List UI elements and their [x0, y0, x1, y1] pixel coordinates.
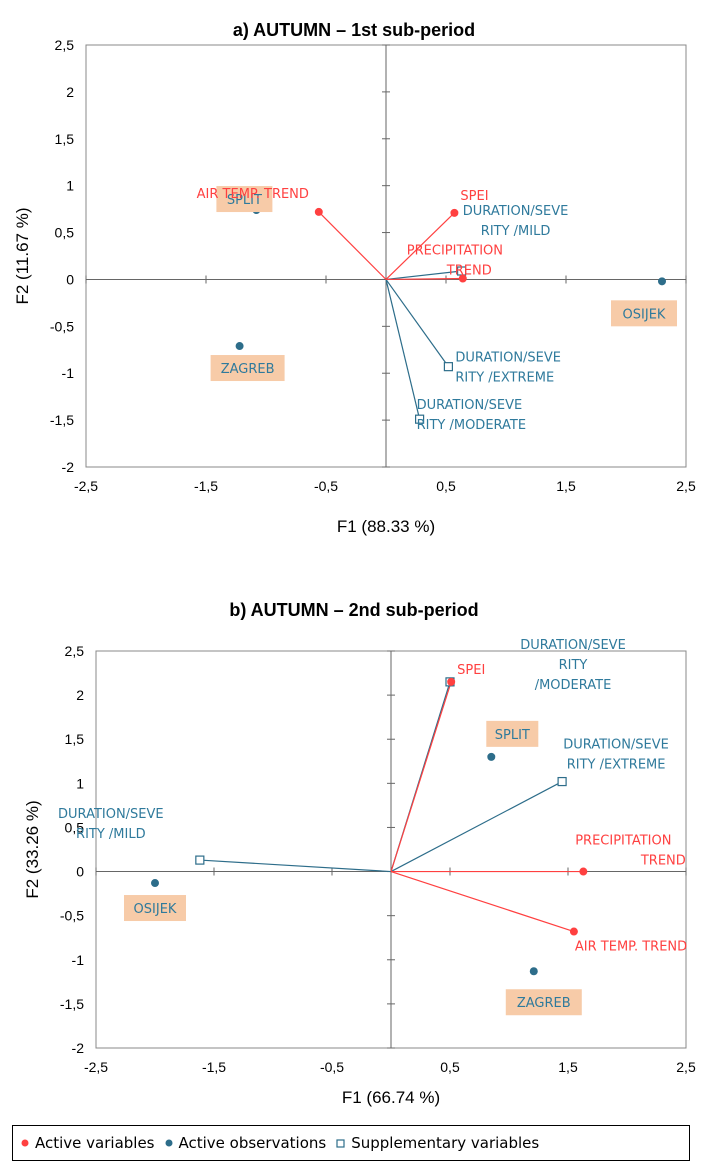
chart-a-observation-point	[235, 342, 244, 351]
chart-b-x-tick-label: 0,5	[440, 1059, 460, 1075]
chart-b-x-axis-title: F1 (66.74 %)	[342, 1088, 440, 1107]
chart-a-active-variable-vector	[318, 211, 387, 280]
chart-b-x-tick-label: 1,5	[558, 1059, 578, 1075]
chart-a-x-tick-label: 1,5	[556, 478, 576, 494]
chart-a-y-tick-label: 2	[66, 84, 74, 100]
chart-b-y-tick-label: -0,5	[60, 908, 84, 924]
hollow-square-icon	[336, 1138, 345, 1148]
chart-b-observation-point	[529, 967, 538, 976]
chart-b-y-tick-label: 0	[76, 864, 84, 880]
chart-b-active-variable-point	[569, 927, 578, 936]
chart-b-observation-label-box	[124, 895, 186, 922]
chart-b-supplementary-label: DURATION/SEVE RITY /EXTREME	[563, 738, 669, 773]
chart-a-active-variable-label: AIR TEMP. TREND	[197, 187, 309, 202]
chart-a-observation-point	[658, 277, 666, 286]
chart-a-observation-label: SPLIT	[227, 193, 262, 208]
chart-a-observation-label: OSIJEK	[623, 307, 666, 322]
chart-b-active-variable-vector	[390, 681, 452, 872]
chart-a-active-variable-label: SPEI	[460, 189, 488, 204]
chart-a-y-tick-label: -1	[62, 365, 75, 381]
chart-a-title: a) AUTUMN – 1st sub-period	[233, 20, 475, 40]
chart-a-x-tick-label: -1,5	[194, 478, 218, 494]
chart-b-active-variable-point	[579, 867, 588, 876]
chart-b-y-axis-title: F2 (33.26 %)	[23, 800, 42, 898]
chart-b-observation-label: OSIJEK	[134, 902, 177, 917]
chart-a-supplementary-label: DURATION/SEVE RITY /MILD	[463, 204, 569, 239]
chart-a-observation-label-box	[210, 355, 285, 382]
chart-a-active-variable-label: PRECIPITATION TREND	[407, 244, 503, 279]
chart-a-y-tick-label: 0	[66, 271, 74, 287]
chart-a-active-variable-point	[458, 274, 467, 283]
chart-a-supplementary-label: DURATION/SEVE RITY /MODERATE	[417, 398, 526, 433]
chart-b-observation-label-box	[486, 720, 539, 747]
chart-a-x-tick-label: -2,5	[74, 478, 98, 494]
chart-a-y-tick-label: 1,5	[55, 131, 75, 147]
chart-b-y-tick-label: -2	[72, 1040, 85, 1056]
chart-b-y-tick-label: -1	[72, 952, 85, 968]
chart-a-x-tick-label: 0,5	[436, 478, 456, 494]
chart-a-supplementary-point	[443, 362, 453, 372]
chart-a-y-tick-label: -1,5	[50, 412, 74, 428]
red-dot-icon	[21, 1139, 29, 1147]
chart-a-y-tick-label: 1	[66, 178, 74, 194]
chart-b-observation-label-box	[505, 989, 582, 1016]
chart-b-active-variable-label: SPEI	[457, 663, 485, 678]
chart-b-observation-label: ZAGREB	[517, 996, 571, 1011]
chart-b-observation-label: SPLIT	[495, 728, 530, 743]
chart-a-x-tick-label: -0,5	[314, 478, 338, 494]
chart-a-y-tick-label: 2,5	[55, 37, 75, 53]
chart-a-observation-label-box	[611, 300, 677, 327]
blue-dot-icon	[165, 1139, 172, 1147]
chart-a-active-variable-point	[314, 207, 323, 216]
chart-b-active-variable-label: PRECIPITATION TREND	[575, 834, 686, 869]
chart-b-title: b) AUTUMN – 2nd sub-period	[229, 600, 478, 620]
chart-b-y-tick-label: 1,5	[65, 731, 85, 747]
chart-b-y-tick-label: 0,5	[65, 819, 85, 835]
legend-label-supplementary-variables: Supplementary variables	[351, 1134, 540, 1152]
chart-b-x-tick-label: -0,5	[320, 1059, 344, 1075]
legend-item-active-observations: Active observations	[165, 1134, 327, 1152]
chart-b-y-tick-label: 1	[76, 775, 84, 791]
chart-b-supplementary-vector	[390, 781, 563, 873]
chart-a-supplementary-point	[415, 414, 425, 424]
chart-b-supplementary-label: DURATION/SEVE RITY /MILD	[58, 807, 164, 842]
chart-b-y-tick-label: 2,5	[65, 643, 85, 659]
chart-b-active-variable-point	[447, 677, 456, 686]
chart-a-x-axis-title: F1 (88.33 %)	[337, 517, 435, 536]
chart-b-active-variable-label: AIR TEMP. TREND	[575, 940, 687, 955]
legend-item-active-variables: Active variables	[21, 1134, 155, 1152]
chart-a-supplementary-vector	[385, 279, 421, 420]
chart-a-y-tick-label: 0,5	[55, 225, 75, 241]
chart-b-supplementary-point	[195, 855, 205, 865]
chart-b-supplementary-label: DURATION/SEVE RITY/MODERATE	[520, 638, 626, 693]
chart-b-y-tick-label: -1,5	[60, 996, 84, 1012]
chart-a-supplementary-label: DURATION/SEVE RITY /EXTREME	[455, 351, 561, 386]
chart-b-observation-point	[487, 752, 496, 761]
chart-b-y-tick-label: 2	[76, 687, 84, 703]
chart-a-observation-label-box	[216, 186, 273, 213]
chart-b-supplementary-vector	[199, 859, 392, 873]
chart-b-observation-point	[151, 879, 159, 888]
chart-b-x-tick-label: -1,5	[202, 1059, 226, 1075]
chart-b-supplementary-point	[557, 776, 567, 787]
legend-label-active-variables: Active variables	[35, 1134, 155, 1152]
chart-a-supplementary-vector	[385, 270, 462, 281]
legend-label-active-observations: Active observations	[178, 1134, 327, 1152]
chart-b-x-tick-label: -2,5	[84, 1059, 108, 1075]
chart-a-active-variable-point	[450, 208, 459, 217]
chart-a-supplementary-vector	[385, 279, 449, 368]
legend: Active variables Active observations Sup…	[12, 1125, 690, 1161]
chart-a-y-tick-label: -0,5	[50, 318, 74, 334]
chart-b-autumn-2nd-sub-period: b) AUTUMN – 2nd sub-period -2,5 -1,5 -0,5 0,…	[23, 600, 696, 1107]
chart-b-active-variable-vector	[390, 870, 575, 933]
legend-item-supplementary-variables: Supplementary variables	[336, 1134, 539, 1152]
chart-a-active-variable-vector	[385, 277, 463, 281]
chart-a-active-variable-vector	[385, 212, 455, 280]
chart-b-x-tick-label: 2,5	[676, 1059, 696, 1075]
chart-a-observation-label: ZAGREB	[221, 362, 275, 377]
chart-a-autumn-1st-sub-period: a) AUTUMN – 1st sub-period -2,5 -1,5 -0,5 0,…	[13, 20, 696, 536]
chart-a-y-axis-title: F2 (11.67 %)	[13, 207, 32, 304]
chart-a-x-tick-label: 2,5	[676, 478, 696, 494]
chart-a-y-tick-label: -2	[62, 459, 75, 475]
